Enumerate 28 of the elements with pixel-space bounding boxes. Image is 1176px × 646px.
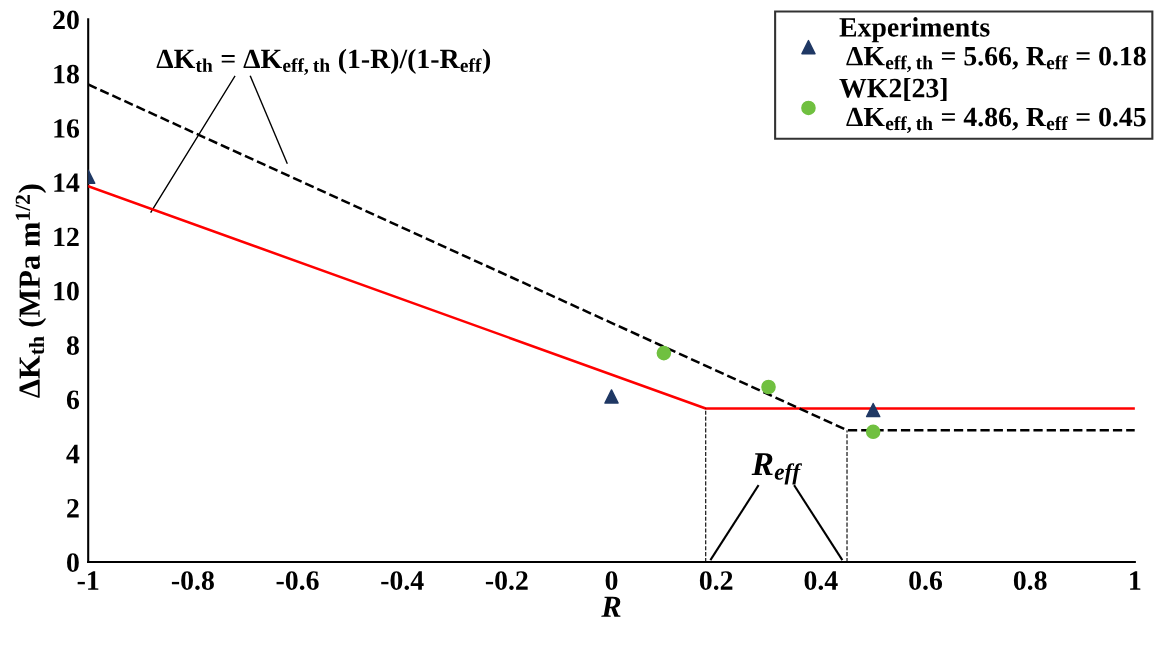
y-tick-label: 4 (66, 444, 80, 464)
y-tick-label: 8 (66, 336, 79, 355)
x-tick-label: 1 (1130, 571, 1141, 590)
x-tick-label: -0.8 (171, 571, 214, 591)
x-tick-label: 0 (605, 571, 618, 590)
x-tick-label: 0.4 (804, 571, 838, 591)
y-tick-label: 20 (53, 10, 79, 30)
y-tick-label: 18 (54, 64, 79, 84)
y-tick-label: 12 (54, 227, 79, 247)
y-tick-label: 6 (66, 390, 80, 410)
y-tick-label: 2 (67, 499, 79, 518)
annotation: R$_{eff}$ (751, 453, 803, 485)
x-tick-label: -0.2 (485, 571, 528, 591)
x-tick-label: 0.8 (1013, 571, 1047, 591)
x-tick-label: -0.6 (276, 571, 319, 591)
y-axis-title: ΔK$_{th}$ (MPa m$^{1/2}$) (15, 184, 47, 398)
x-tick-label: -0.4 (381, 571, 424, 591)
x-tick-label: 0.2 (699, 571, 733, 591)
legend-label: Experiments ΔK$_{eff,th}$ = 5.66, R$_{eff}$ = 0.18 (839, 17, 1146, 73)
x-axis-title: R (601, 596, 621, 617)
x-tick-label: 0.6 (909, 571, 943, 591)
y-tick-label: 0 (67, 553, 79, 572)
y-tick-label: 16 (54, 119, 80, 138)
legend-label: WK2[23] ΔK$_{eff,th}$ = 4.86, R$_{eff}$ = 0.45 (839, 77, 1146, 133)
y-tick-label: 10 (54, 281, 79, 301)
annotation: ΔK$_{th}$ = ΔK$_{eff,th}$ (1-R)/(1-R$_{eff}$) (156, 48, 491, 75)
x-tick-label: -1 (77, 571, 99, 590)
y-tick-label: 14 (54, 173, 80, 192)
